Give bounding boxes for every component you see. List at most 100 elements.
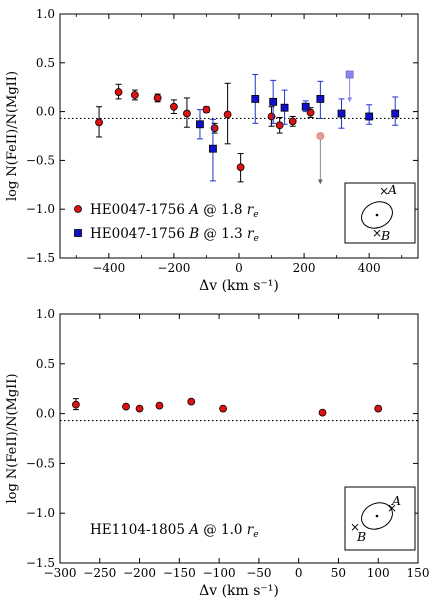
panel-2-x-tick-label-0: −300: [44, 566, 77, 580]
panel-2-series-0-point-1: [122, 402, 130, 411]
legend-b-letter: B: [188, 226, 199, 242]
galaxy-ellipse-icon: [361, 201, 393, 229]
panel-1-x-tick-label-4: 400: [358, 261, 381, 275]
panel-1-y-tick-label-0: −1.5: [26, 251, 55, 265]
legend-b-mid: @ 1.3: [199, 226, 247, 242]
panel-1-series-0-point-12: [288, 117, 297, 126]
panel-2-y-axis-label: log N(FeII)/N(MgII): [5, 373, 20, 503]
panel-1-x-tick-label-1: −200: [157, 261, 190, 275]
panel-1-series-0-point-4: [170, 102, 178, 111]
panel-2-y-tick-label-2: −0.5: [26, 456, 55, 470]
panel-1-series-0-point-5: [183, 109, 191, 118]
panel-1-series-0-point-8: [223, 110, 232, 119]
panel-1-series-0-point-13: [306, 108, 315, 117]
panel-1-series-0-point-2: [130, 91, 139, 99]
panel-2-legend-label: HE1104-1805 A @ 1.0 re: [90, 522, 259, 540]
legend-a-e: e: [253, 210, 258, 220]
legend-marker-series-a: [74, 205, 82, 213]
panel-2-series-0-point-3: [155, 401, 164, 410]
panel-1-series-0-point-0: [95, 118, 103, 127]
panel-2-x-tick-label-3: −150: [163, 566, 196, 580]
inset-mark-b: ×: [372, 226, 382, 240]
panel-1-upper-limit-marker-1: [345, 70, 354, 79]
panel-1-series-0-point-6: [202, 105, 211, 114]
panel-2-y-tick-label-0: −1.5: [26, 556, 55, 570]
panel-1-inset: × A × B: [344, 182, 416, 244]
legend-a-r: r: [247, 202, 255, 218]
panel-1-upper-limit-marker-0: [316, 132, 325, 140]
inset-label-a-2: A: [391, 493, 401, 508]
legend-a-mid: @ 1.8: [199, 202, 247, 218]
galaxy-center-dot: [375, 213, 379, 217]
panel-2-x-tick-label-1: −250: [83, 566, 116, 580]
legend-b-e: e: [253, 234, 258, 244]
panel-2-x-tick-label-9: 150: [407, 566, 430, 580]
panel-2-series-0-point-4: [187, 397, 196, 406]
panel-1-y-tick-label-1: −1.0: [26, 202, 55, 216]
panel-1-series-1-point-7: [337, 109, 346, 118]
panel-1-marks: −400 −200 0 200 400 −1.5 −1.0 −0.5 0.0 0.5 1.0 Δv (…: [5, 7, 419, 294]
panel-1-series-1-point-1: [209, 144, 217, 153]
panel-1-x-axis-label: Δv (km s⁻¹): [199, 278, 279, 294]
panel-2-series-0-point-5: [219, 404, 227, 413]
panel-2-y-tick-label-4: 0.5: [36, 357, 55, 371]
legend-c-e: e: [253, 530, 258, 540]
legend-c-r: r: [247, 522, 255, 538]
panel-2-y-tick-label-1: −1.0: [26, 506, 55, 520]
panel-2-series-0-point-0: [72, 400, 80, 409]
panel-2-series-0-point-7: [374, 404, 383, 413]
panel-1-series-1-point-6: [316, 95, 325, 103]
panel-1-legend: HE0047-1756 A @ 1.8 re HE0047-1756 B @ 1…: [74, 202, 259, 244]
panel-2-x-tick-label-7: 50: [331, 566, 346, 580]
legend-c-letter: A: [187, 522, 199, 538]
inset-frame-2: [344, 486, 416, 551]
panel-1-series-1-point-0: [196, 120, 204, 129]
legend-a-letter: A: [187, 202, 199, 218]
panel-1-x-tick-label-2: 0: [235, 261, 243, 275]
inset-mark-a: ×: [379, 184, 389, 198]
panel-2-x-tick-label-8: 100: [367, 566, 390, 580]
inset-label-b: B: [380, 228, 390, 243]
inset-mark-a-2: ×: [387, 501, 397, 515]
legend-c-mid: @ 1.0: [199, 522, 247, 538]
panel-1-series-0-point-10: [267, 112, 276, 121]
panel-1-series-1-point-8: [365, 112, 374, 121]
panel-2-x-tick-label-4: −100: [203, 566, 236, 580]
inset-label-b-2: B: [356, 529, 366, 544]
panel-1-y-tick-label-3: 0.0: [36, 105, 55, 119]
panel-1-series-1-point-5: [301, 102, 310, 111]
panel-1-y-tick-label-5: 1.0: [36, 7, 55, 21]
panel-1-series-1-point-3: [269, 97, 278, 106]
legend-b-r: r: [247, 226, 255, 242]
panel-1-series-1-point-9: [391, 109, 400, 118]
panel-1-y-axis-label: log N(FeII)/N(MgII): [5, 71, 20, 201]
panel-1-series-1-point-2: [251, 95, 260, 103]
panel-2-y-tick-label-5: 1.0: [36, 307, 55, 321]
panel-2-x-axis-label: Δv (km s⁻¹): [199, 583, 279, 599]
legend-a-prefix: HE0047-1756: [90, 202, 189, 218]
panel-2-y-tick-label-3: 0.0: [36, 407, 55, 421]
panel-2-series-0-point-2: [135, 404, 144, 413]
inset-frame: [344, 182, 416, 244]
legend-label-series-b: HE0047-1756 B @ 1.3 re: [90, 226, 259, 244]
panel-1-series-0-point-1: [114, 88, 123, 96]
panel-1-series-1-point-4: [280, 103, 289, 112]
panel-1-x-tick-label-0: −400: [92, 261, 125, 275]
panel-1-series-0-point-7: [210, 124, 219, 133]
galaxy-ellipse-icon-2: [361, 502, 393, 530]
panel-2-marks: −300 −250 −200 −150 −100 −50 0 50 100 150 −1.5 −1.0…: [5, 307, 429, 599]
galaxy-center-dot-2: [375, 514, 379, 518]
panel-2-series-0-point-6: [318, 408, 327, 417]
panel-2-axes-frame: [59, 313, 419, 564]
panel-1-series-0-point-3: [153, 94, 162, 102]
chart-panel-1: −400 −200 0 200 400 −1.5 −1.0 −0.5 0.0 0.5 1.0 Δv (…: [5, 7, 419, 294]
panel-2-x-tick-label-2: −200: [123, 566, 156, 580]
inset-mark-b-2: ×: [350, 520, 360, 534]
inset-label-a: A: [387, 182, 397, 197]
panel-2-inset: × A × B: [344, 486, 416, 551]
panel-2-x-tick-label-6: 0: [295, 566, 303, 580]
panel-2-x-tick-label-5: −50: [246, 566, 271, 580]
legend-c-prefix: HE1104-1805: [90, 522, 189, 538]
panel-1-x-tick-label-3: 200: [293, 261, 316, 275]
